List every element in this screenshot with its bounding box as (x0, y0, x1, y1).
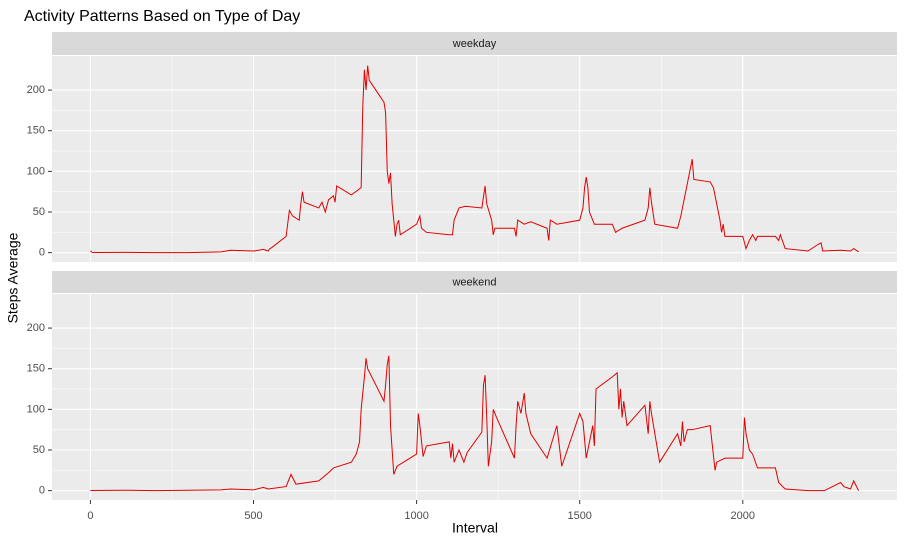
strip-label: weekday (452, 38, 497, 50)
y-tick-label: 150 (27, 363, 45, 375)
x-tick-label: 500 (244, 510, 262, 522)
y-tick-label: 50 (33, 206, 45, 218)
y-axis-title: Steps Average (5, 232, 21, 323)
chart-title: Activity Patterns Based on Type of Day (24, 8, 300, 25)
x-tick-label: 2000 (731, 510, 755, 522)
panel-background (52, 294, 897, 500)
y-tick-label: 0 (39, 247, 45, 259)
x-tick-label: 0 (87, 510, 93, 522)
y-tick-label: 100 (27, 165, 45, 177)
y-tick-label: 0 (39, 485, 45, 497)
y-tick-label: 200 (27, 322, 45, 334)
y-tick-label: 150 (27, 125, 45, 137)
x-tick-label: 1000 (404, 510, 428, 522)
y-tick-label: 200 (27, 84, 45, 96)
panel-background (52, 56, 897, 262)
strip (52, 271, 897, 293)
strip (52, 32, 897, 55)
data-line (90, 355, 860, 492)
strip-label: weekend (451, 276, 496, 288)
x-tick-label: 1500 (567, 510, 591, 522)
y-tick-label: 50 (33, 444, 45, 456)
x-axis-title: Interval (452, 520, 498, 536)
y-tick-label: 100 (27, 403, 45, 415)
data-line (90, 65, 859, 254)
